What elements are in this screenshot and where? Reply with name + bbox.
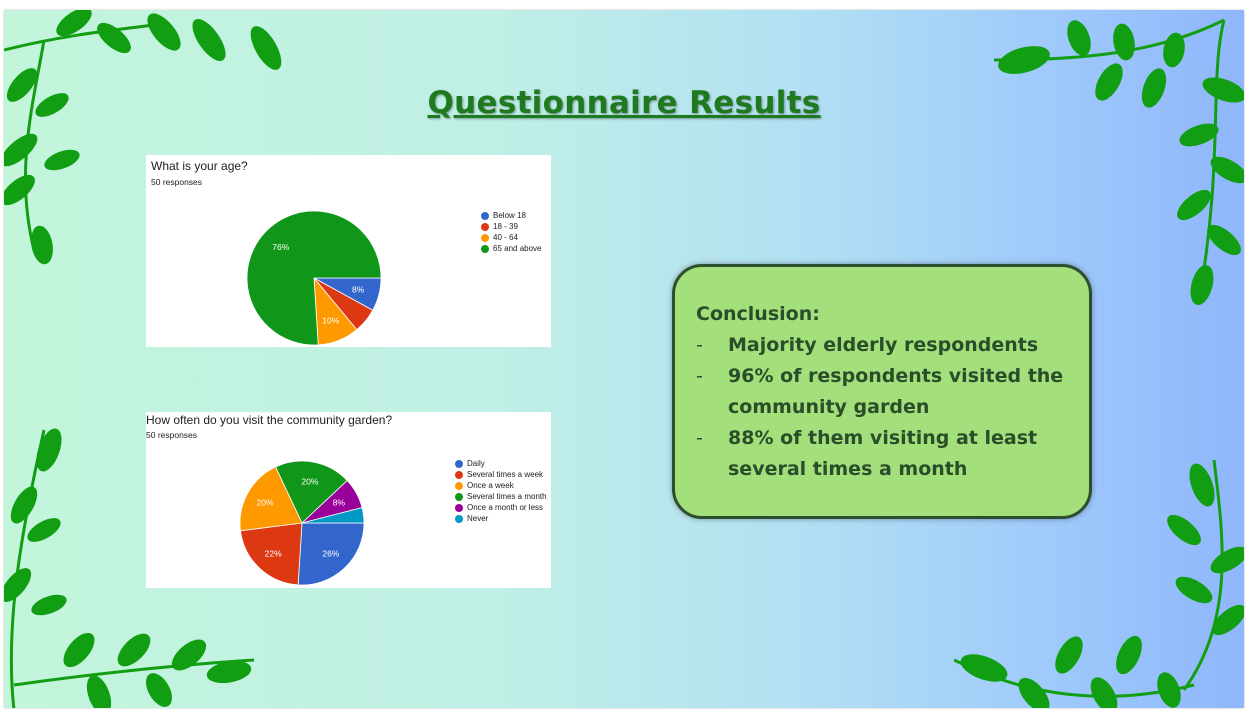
age-pie-legend-item: Below 18 xyxy=(481,210,542,221)
visit-chart-question: How often do you visit the community gar… xyxy=(146,413,393,427)
age-chart-legend: Below 18 18 - 39 40 - 64 65 and above xyxy=(481,210,542,254)
visit-pie-legend-item: Daily xyxy=(455,458,547,469)
visit-pie-slice-label: 20% xyxy=(301,477,318,487)
age-pie-legend-item: 40 - 64 xyxy=(481,232,542,243)
conclusion-box: Conclusion: - Majority elderly responden… xyxy=(672,264,1092,519)
visit-pie-legend-item: Once a month or less xyxy=(455,502,547,513)
slide-title: Questionnaire Results xyxy=(427,85,821,121)
conclusion-point-text: 96% of respondents visited the community… xyxy=(728,365,1064,418)
age-pie-legend-label: 65 and above xyxy=(493,244,542,253)
visit-pie-legend-swatch xyxy=(455,459,463,468)
age-pie-legend-swatch xyxy=(481,244,489,253)
age-pie-slice-label: 76% xyxy=(272,242,289,252)
visit-pie-slice-label: 26% xyxy=(322,549,339,559)
visit-pie-legend-swatch xyxy=(455,470,463,479)
age-pie-legend-label: 18 - 39 xyxy=(493,222,518,231)
visit-pie-legend-item: Several times a month xyxy=(455,491,547,502)
visit-pie-legend-label: Once a month or less xyxy=(467,503,544,512)
visit-pie-legend-label: Once a week xyxy=(467,481,514,490)
conclusion-point-text: Majority elderly respondents xyxy=(728,334,1039,356)
visit-pie-slice-label: 22% xyxy=(265,549,282,559)
visit-pie-slice xyxy=(301,507,365,524)
age-pie-legend-item: 18 - 39 xyxy=(481,221,542,232)
visit-pie-slice-label: 8% xyxy=(333,498,346,508)
visit-chart-legend: Daily Several times a week Once a week Seve… xyxy=(455,458,547,524)
age-pie-slice-label: 10% xyxy=(322,315,339,325)
age-pie-legend-label: 40 - 64 xyxy=(493,233,518,242)
conclusion-list: - Majority elderly respondents - 96% of … xyxy=(696,330,1079,485)
age-pie-legend-label: Below 18 xyxy=(493,211,526,220)
bullet-dash: - xyxy=(696,365,703,387)
visit-pie-slice xyxy=(239,466,303,532)
age-pie-legend-swatch xyxy=(481,222,489,231)
visit-pie-legend-swatch xyxy=(455,514,463,523)
vine-bottom-left-icon xyxy=(4,428,255,708)
visit-pie-legend-label: Several times a week xyxy=(467,470,544,479)
visit-pie-slice xyxy=(240,522,303,586)
visit-pie-slice xyxy=(297,522,365,586)
visit-pie-legend-label: Several times a month xyxy=(467,492,547,501)
vine-top-left-icon xyxy=(4,10,282,265)
visit-chart-response-count: 50 responses xyxy=(146,430,198,440)
visit-pie-legend-swatch xyxy=(455,492,463,501)
visit-pie-legend-swatch xyxy=(455,481,463,490)
age-pie-chart: 8% 10% 76% xyxy=(246,210,382,346)
bullet-dash: - xyxy=(696,427,703,449)
age-chart-card: What is your age? 50 responses 8% 10% 76% … xyxy=(146,155,551,347)
conclusion-point-text: 88% of them visiting at least several ti… xyxy=(728,427,1038,480)
visit-pie-legend-label: Daily xyxy=(467,459,485,468)
vine-bottom-right-icon xyxy=(954,459,1244,708)
visit-pie-legend-label: Never xyxy=(467,514,489,523)
age-pie-legend-item: 65 and above xyxy=(481,243,542,254)
visit-pie-legend-item: Never xyxy=(455,513,547,524)
age-pie-slice xyxy=(246,210,382,346)
age-chart-response-count: 50 responses xyxy=(151,177,203,187)
visit-chart-card: How often do you visit the community gar… xyxy=(146,412,551,588)
visit-pie-chart: 26% 22% 20% 20% 8% xyxy=(239,460,365,586)
visit-pie-slice xyxy=(275,460,348,524)
age-pie-slice-label: 8% xyxy=(352,284,365,294)
conclusion-heading: Conclusion: xyxy=(696,303,820,325)
conclusion-point: - 96% of respondents visited the communi… xyxy=(696,361,1079,423)
age-pie-legend-swatch xyxy=(481,211,489,220)
bullet-dash: - xyxy=(696,334,703,356)
visit-pie-slice-label: 20% xyxy=(257,498,274,508)
age-chart-question: What is your age? xyxy=(151,159,248,173)
visit-pie-legend-swatch xyxy=(455,503,463,512)
age-pie-legend-swatch xyxy=(481,233,489,242)
visit-pie-legend-item: Once a week xyxy=(455,480,547,491)
conclusion-point: - 88% of them visiting at least several … xyxy=(696,423,1079,485)
visit-pie-legend-item: Several times a week xyxy=(455,469,547,480)
vine-top-right-icon xyxy=(993,18,1244,305)
slide: Questionnaire Results What is your age? … xyxy=(4,10,1244,708)
conclusion-point: - Majority elderly respondents xyxy=(696,330,1079,361)
